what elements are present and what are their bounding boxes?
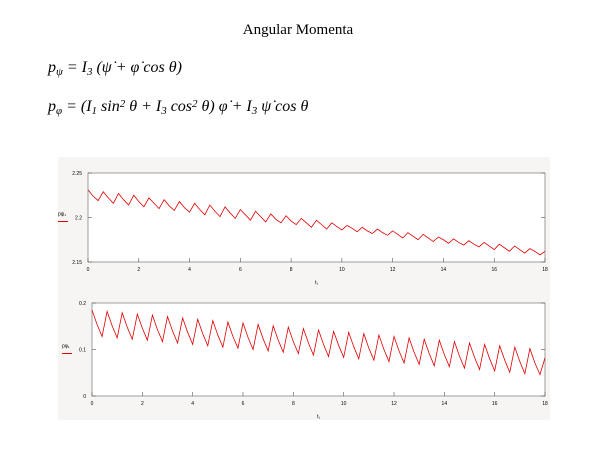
equation-part: = (I bbox=[62, 98, 92, 115]
y-axis-label: pφ₁ bbox=[62, 344, 70, 350]
y-tick-label: 0 bbox=[83, 394, 86, 400]
y-tick-label: 0.2 bbox=[79, 301, 86, 307]
x-tick-label: 0 bbox=[87, 267, 90, 273]
equation-part: θ + I bbox=[125, 98, 162, 115]
equation-part: = I bbox=[63, 59, 88, 76]
x-tick-label: 2 bbox=[137, 267, 140, 273]
equation-part: 3 bbox=[251, 105, 258, 117]
y-tick-label: 0.1 bbox=[79, 348, 86, 354]
equation-part: θ) φ̇ + I bbox=[198, 98, 253, 115]
data-line bbox=[87, 189, 546, 256]
equation-part: 2 bbox=[120, 98, 126, 110]
x-tick-label: 4 bbox=[188, 267, 191, 273]
data-line bbox=[91, 309, 546, 376]
x-tick-label: 0 bbox=[91, 401, 94, 407]
x-tick-label: 6 bbox=[242, 401, 245, 407]
equation-part: 2 bbox=[192, 98, 198, 110]
x-axis-label: t₁ bbox=[317, 414, 320, 420]
y-tick-label: 2.2 bbox=[75, 216, 82, 222]
equation-part: ψ bbox=[56, 66, 63, 78]
x-tick-label: 8 bbox=[290, 267, 293, 273]
equation-part: cos bbox=[167, 98, 192, 115]
x-tick-label: 6 bbox=[239, 267, 242, 273]
x-tick-label: 14 bbox=[441, 267, 447, 273]
equation-part: sin bbox=[97, 98, 120, 115]
x-tick-label: 12 bbox=[391, 401, 397, 407]
plot-area bbox=[87, 172, 546, 263]
plot-area bbox=[91, 302, 546, 397]
equation-part: p bbox=[47, 59, 56, 76]
x-tick-label: 12 bbox=[390, 267, 396, 273]
x-axis-label: t₁ bbox=[315, 280, 318, 286]
equation-part: 1 bbox=[92, 105, 98, 117]
x-tick-label: 10 bbox=[339, 267, 345, 273]
x-tick-label: 18 bbox=[542, 267, 548, 273]
x-tick-label: 16 bbox=[491, 267, 497, 273]
equation: pψ = I3 (ψ̇ + φ̇ cos θ) bbox=[47, 59, 182, 78]
x-tick-label: 14 bbox=[442, 401, 448, 407]
equation: pφ = (I1 sin2 θ + I3 cos2 θ) φ̇ + I3 ψ̇ … bbox=[47, 98, 308, 118]
y-axis-label: pψ₁ bbox=[58, 212, 66, 218]
x-tick-label: 16 bbox=[492, 401, 498, 407]
y-tick-label: 2.25 bbox=[72, 171, 82, 177]
x-tick-label: 10 bbox=[341, 401, 347, 407]
equation-part: ψ̇ cos θ bbox=[257, 98, 308, 115]
equation-part: 3 bbox=[86, 66, 93, 78]
equation-part: p bbox=[47, 98, 56, 115]
x-tick-label: 18 bbox=[542, 401, 548, 407]
slide-title: Angular Momenta bbox=[243, 22, 354, 38]
equation-part: φ bbox=[56, 105, 62, 117]
equation-part: 3 bbox=[160, 105, 167, 117]
x-tick-label: 2 bbox=[141, 401, 144, 407]
y-tick-label: 2.15 bbox=[72, 260, 82, 266]
equation-part: (ψ̇ + φ̇ cos θ) bbox=[92, 59, 181, 76]
x-tick-label: 4 bbox=[191, 401, 194, 407]
x-tick-label: 8 bbox=[292, 401, 295, 407]
